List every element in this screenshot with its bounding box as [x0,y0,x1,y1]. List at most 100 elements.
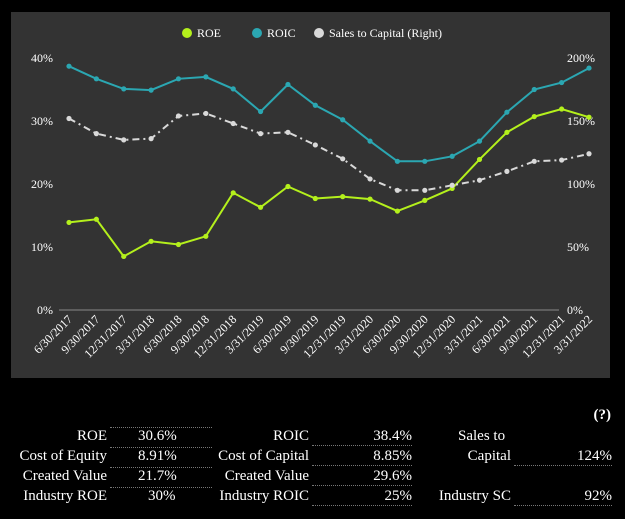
legend-label-1: ROE [197,26,221,40]
series-1-point [504,129,510,135]
industry-sc-label: Industry SC [438,488,511,504]
series-1-point [394,208,401,214]
series-2-point [230,86,236,92]
series-3-point [121,137,127,143]
y-right-tick-label: 100% [567,177,595,191]
roic-value: 38.4% [312,427,412,446]
series-3-point [175,113,182,119]
series-line-1 [68,107,590,258]
y-right-tick-label: 50% [567,240,589,254]
series-1-point [586,114,592,120]
help-link[interactable]: (?) [593,407,612,423]
series-1-point [257,204,264,210]
series-1-point [476,156,483,163]
chart-panel: 0% 10% 20% 30% 40% 0% 50% 100% 150% 200% 6/30/2017… [11,12,610,378]
series-1-point [531,113,537,120]
series-2-point [476,138,483,144]
series-3-point [367,176,373,182]
series-2-point [340,117,346,123]
roic-label: ROIC [273,428,309,444]
industry-roe-label: Industry ROE [23,488,107,504]
created-value-capital-value: 29.6% [312,467,412,486]
series-1-point [230,190,236,196]
series-3-point [93,131,99,137]
cost-of-capital-label: Cost of Capital [218,448,309,464]
legend-label-3: Sales to Capital (Right) [329,26,442,40]
y-left-tick-label: 40% [31,51,53,65]
created-value-capital-label: Created Value [224,468,309,484]
series-2-point [148,87,154,93]
series-line-3 [68,112,590,192]
series-2-point [66,63,72,69]
series-1-point [93,216,99,222]
legend-label-2: ROIC [267,26,296,40]
industry-sc-value: 92% [514,487,612,506]
series-2-point [121,86,127,92]
created-value-label: Created Value [22,468,107,484]
legend-marker-3 [314,28,324,38]
series-3-point [285,129,291,135]
series-1-point [312,195,318,202]
series-line-2 [68,65,590,163]
series-2-point [367,138,373,144]
series-2-point [203,74,209,80]
cost-of-equity-value: 8.91% [110,447,212,464]
series-3-point [422,187,428,193]
series-2-point [531,86,537,93]
line-chart: 0%10%20%30%40%0%50%100%150%200%6/30/2017… [31,26,595,361]
cost-of-equity-label: Cost of Equity [19,448,107,464]
series-1-point [148,238,154,244]
series-3-point [257,131,264,137]
series-3-point [340,156,346,162]
y-right-tick-label: 200% [567,51,595,65]
series-1-point [367,196,373,202]
y-left-tick-label: 20% [31,177,53,191]
series-3-point [586,151,592,157]
series-2-point [449,153,455,159]
y-left-tick-label: 30% [31,114,53,128]
series-3-point [203,110,209,117]
sales-to-capital-label-line1: Sales to [458,428,506,444]
series-1-point [203,233,209,239]
created-value-equity-value: 21.7% [110,467,212,484]
series-2-point [586,65,592,71]
industry-roic-value: 25% [312,487,412,506]
series-3-point [559,157,565,163]
series-2-point [394,158,401,164]
series-2-point [175,76,182,82]
sales-to-capital-value: 124% [514,447,612,466]
series-2-point [559,79,565,86]
industry-roe-value: 30% [110,487,212,504]
series-2-point [257,108,264,115]
series-3-point [230,120,236,127]
series-1-point [422,197,428,203]
series-3-point [312,142,318,148]
series-2-point [93,76,99,82]
roe-label: ROE [77,428,107,444]
series-3-point [148,136,154,142]
industry-roic-label: Industry ROIC [219,488,309,504]
cost-of-capital-value: 8.85% [312,447,412,466]
y-left-tick-label: 10% [31,240,53,254]
series-3-point [394,187,401,193]
series-2-point [504,109,510,115]
legend-marker-2 [252,28,262,38]
legend-marker-1 [182,28,192,38]
sales-to-capital-label-line2: Capital [467,448,511,464]
series-3-point [504,168,510,174]
series-3-point [476,177,483,183]
stats-panel: (?) ROE 30.6% Cost of Equity 8.91% Creat… [0,405,625,519]
roe-value: 30.6% [110,427,212,444]
series-2-point [285,81,291,88]
y-left-tick-label: 0% [37,303,53,317]
series-3-point [531,158,537,164]
series-1-point [559,106,565,112]
series-3-point [449,182,455,188]
series-1-point [285,183,291,190]
y-right-tick-label: 0% [567,303,583,317]
series-1-point [66,219,72,226]
series-1-point [340,194,346,200]
series-2-point [312,102,318,108]
series-3-point [66,115,72,122]
series-1-point [175,241,182,248]
